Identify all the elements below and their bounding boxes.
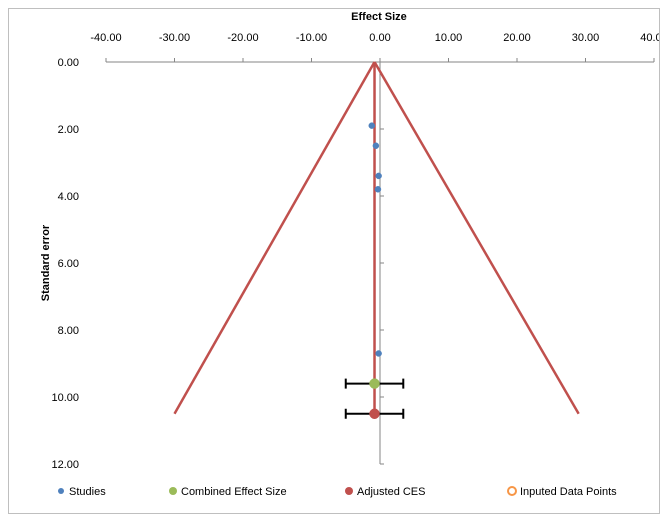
y-tick-label: 10.00 bbox=[51, 392, 79, 404]
y-axis-title: Standard error bbox=[40, 224, 52, 301]
legend-label-adjusted-ces: Adjusted CES bbox=[357, 486, 425, 498]
data-point-studies bbox=[375, 172, 382, 180]
funnel-right-line bbox=[373, 61, 580, 415]
y-tick-label: 0.00 bbox=[58, 57, 79, 69]
y-tick-label: 6.00 bbox=[58, 258, 79, 270]
x-tick-label: 10.00 bbox=[435, 32, 463, 44]
legend-marker-adjusted-ces bbox=[345, 487, 353, 495]
legend-marker-inputed-data-points bbox=[507, 486, 517, 496]
data-point-combined-effect-size bbox=[369, 378, 380, 389]
legend-marker-combined-effect-size bbox=[169, 487, 177, 495]
data-point-studies bbox=[372, 142, 380, 149]
y-tick-label: 12.00 bbox=[51, 459, 79, 471]
data-point-adjusted-ces bbox=[369, 408, 380, 419]
x-tick-label: 40.00 bbox=[640, 32, 659, 44]
x-tick-label: 20.00 bbox=[503, 32, 531, 44]
funnel-left-line bbox=[173, 61, 376, 415]
y-tick-label: 2.00 bbox=[58, 124, 79, 136]
legend-label-studies: Studies bbox=[69, 486, 106, 498]
data-point-studies bbox=[374, 186, 382, 193]
x-tick-label: -10.00 bbox=[296, 32, 327, 44]
x-tick-label: 0.00 bbox=[369, 32, 390, 44]
y-tick-label: 8.00 bbox=[58, 325, 79, 337]
funnel-plot: Effect Size Standard error -40.00 -30.00 -20… bbox=[40, 11, 659, 498]
data-point-studies bbox=[368, 122, 376, 129]
x-tick-label: 30.00 bbox=[572, 32, 600, 44]
y-tick-label: 4.00 bbox=[58, 191, 79, 203]
legend-label-combined-effect-size: Combined Effect Size bbox=[181, 486, 287, 498]
chart-frame: Effect Size Standard error -40.00 -30.00 -20… bbox=[8, 8, 660, 514]
legend-label-inputed-data-points: Inputed Data Points bbox=[520, 486, 617, 498]
x-tick-label: -20.00 bbox=[227, 32, 258, 44]
data-point-studies bbox=[375, 350, 382, 357]
legend-marker-studies bbox=[58, 488, 64, 494]
x-tick-label: -30.00 bbox=[159, 32, 190, 44]
x-tick-label: -40.00 bbox=[90, 32, 121, 44]
x-axis-title: Effect Size bbox=[351, 11, 407, 23]
